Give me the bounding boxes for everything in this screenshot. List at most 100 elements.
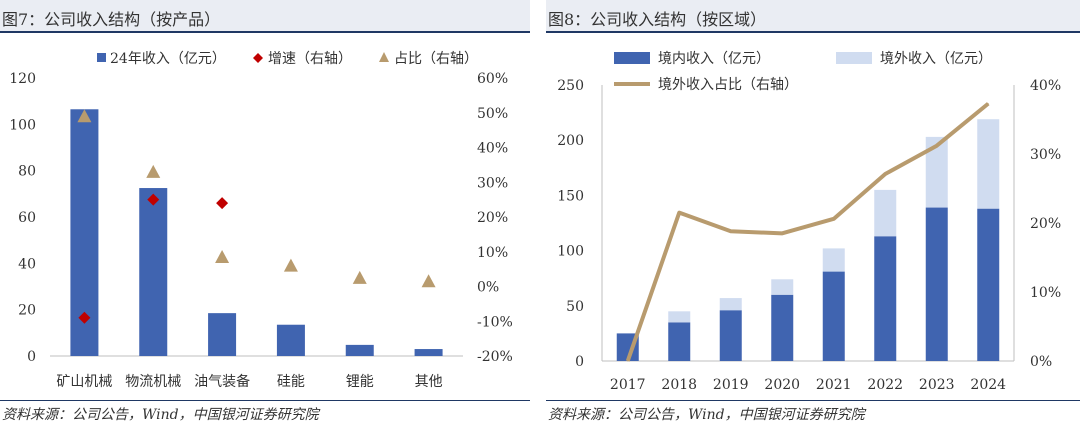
bar-domestic (977, 208, 1000, 361)
chart-title: 图8：公司收入结构（按区域） (548, 10, 767, 29)
legend-label-overseas: 境外收入（亿元） (880, 51, 992, 67)
overseas-share-point (730, 230, 732, 232)
y2-tick-label: 0% (1030, 354, 1052, 370)
bar-domestic (719, 310, 742, 361)
y2-tick-label: 40% (477, 141, 508, 157)
y2-tick-label: 40% (1030, 78, 1061, 94)
y-tick-label: 50 (566, 299, 584, 315)
divider (546, 400, 1080, 401)
y-tick-label: 20 (18, 303, 36, 319)
bar-overseas (719, 298, 742, 311)
overseas-share-point (627, 360, 629, 362)
y-tick-label: 40 (18, 256, 36, 272)
x-tick-label: 2017 (610, 377, 646, 393)
bar-revenue (139, 188, 168, 356)
bar-revenue (345, 344, 374, 356)
y-tick-label: 100 (557, 244, 584, 260)
y-tick-label: 200 (557, 133, 584, 149)
divider (0, 400, 530, 401)
share-point (352, 270, 367, 284)
share-point (421, 274, 436, 288)
x-tick-label: 2022 (867, 377, 903, 393)
overseas-share-point (884, 173, 886, 175)
legend-label-share: 占比（右轴） (394, 51, 478, 67)
legend-swatch-growth (253, 53, 263, 63)
y-tick-label: 150 (557, 188, 584, 204)
y-tick-label: 100 (9, 117, 36, 133)
bar-overseas (977, 119, 1000, 209)
region-revenue-chart: 0 50 100 150 200 250 0% 10% 20% 30% 40% 2017 2018 201… (557, 51, 1061, 393)
overseas-share-point (936, 145, 938, 147)
overseas-share-point (833, 218, 835, 220)
bar-domestic (822, 271, 845, 361)
legend-label-growth: 增速（右轴） (268, 51, 352, 67)
growth-point (78, 311, 91, 324)
x-tick-label: 2023 (919, 377, 955, 393)
y2-tick-label: 10% (1030, 285, 1061, 301)
legend-swatch-share (379, 52, 389, 62)
chart-panel-region: 图8：公司收入结构（按区域） 0 50 100 150 200 250 0% 10% 20% 30… (546, 0, 1080, 434)
y-tick-label: 250 (557, 78, 584, 94)
chart-panel-product: 图7：公司收入结构（按产品） 0 20 40 60 80 100 120 -20% -10% 0%… (0, 0, 530, 434)
y-tick-label: 0 (575, 354, 584, 370)
bar-revenue (208, 313, 237, 356)
growth-point (216, 197, 229, 210)
legend-label-revenue: 24年收入（亿元） (110, 51, 226, 67)
y2-tick-label: -20% (477, 349, 513, 365)
y-tick-label: 120 (9, 71, 36, 87)
bar-domestic (874, 236, 897, 361)
legend-swatch-revenue (97, 53, 106, 62)
x-tick-label: 矿山机械 (56, 374, 112, 390)
x-tick-label: 2019 (713, 377, 749, 393)
line-overseas-share (625, 102, 990, 362)
legend-swatch-overseas (836, 52, 872, 64)
bar-overseas (925, 136, 948, 208)
y2-tick-label: 30% (1030, 147, 1061, 163)
y2-tick-label: 20% (1030, 216, 1061, 232)
x-tick-label: 硅能 (277, 374, 305, 390)
y-tick-label: 80 (18, 164, 36, 180)
bar-domestic (668, 322, 691, 361)
y2-tick-label: 10% (477, 245, 508, 261)
x-tick-label: 2018 (661, 377, 697, 393)
bar-revenue (276, 324, 305, 356)
bar-domestic (771, 294, 794, 361)
bar-revenue (414, 349, 443, 356)
x-tick-label: 2024 (970, 377, 1006, 393)
growth-point (147, 193, 160, 206)
title-bar: 图8：公司收入结构（按区域） (546, 0, 1080, 33)
bar-domestic (925, 207, 948, 361)
share-point (283, 258, 298, 272)
y-tick-label: 60 (18, 210, 36, 226)
y2-tick-label: 50% (477, 106, 508, 122)
legend-label-domestic: 境内收入（亿元） (658, 51, 770, 67)
x-tick-label: 锂能 (346, 374, 374, 390)
chart-title: 图7：公司收入结构（按产品） (2, 10, 221, 29)
x-tick-label: 2021 (816, 377, 852, 393)
overseas-share-point (987, 103, 989, 105)
y2-tick-label: 60% (477, 71, 508, 87)
bar-overseas (771, 279, 794, 295)
y2-tick-label: -10% (477, 314, 513, 330)
bar-overseas (874, 189, 897, 237)
share-point (215, 249, 230, 263)
title-bar: 图7：公司收入结构（按产品） (0, 0, 530, 33)
x-tick-label: 物流机械 (125, 374, 181, 390)
source-note: 资料来源：公司公告，Wind，中国银河证券研究院 (548, 407, 865, 423)
y2-tick-label: 20% (477, 210, 508, 226)
y2-tick-label: 0% (477, 280, 499, 296)
x-tick-label: 油气装备 (194, 373, 250, 390)
y-tick-label: 0 (27, 349, 36, 365)
overseas-share-point (678, 212, 680, 214)
source-note: 资料来源：公司公告，Wind，中国银河证券研究院 (2, 407, 319, 423)
share-point (146, 164, 161, 178)
x-tick-label: 2020 (764, 377, 800, 393)
legend-swatch-domestic (614, 52, 650, 64)
legend-label-share: 境外收入占比（右轴） (658, 77, 798, 93)
overseas-share-point (781, 232, 783, 234)
share-point (77, 109, 92, 123)
bar-overseas (822, 248, 845, 272)
bar-overseas (668, 311, 691, 323)
x-tick-label: 其他 (415, 374, 443, 390)
y2-tick-label: 30% (477, 175, 508, 191)
